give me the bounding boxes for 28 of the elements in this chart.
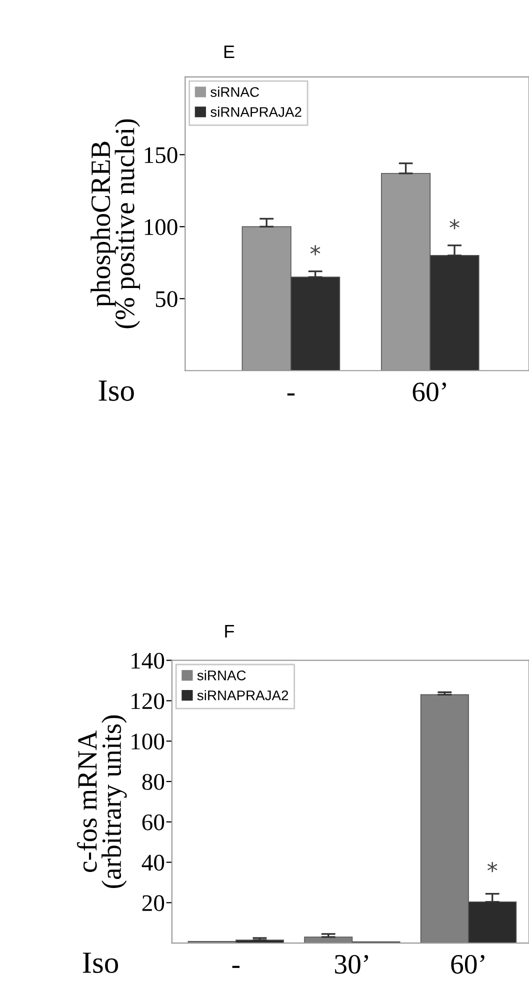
x-tick-label: 60’	[412, 382, 446, 402]
x-tick-label: 60’	[451, 954, 484, 974]
annotation: *	[310, 245, 320, 256]
y-tick-label: 80	[142, 774, 164, 790]
legend-label: siRNAPRAJA2	[210, 106, 302, 117]
y-tick-label: 100	[132, 734, 164, 750]
annotation: *	[450, 219, 460, 230]
x-tick-label: -	[287, 393, 295, 396]
y-tick-label: 100	[144, 219, 178, 236]
legend-label: siRNAC	[210, 86, 260, 97]
legend-label: siRNAPRAJA2	[197, 690, 288, 700]
y-axis-title: c-fos mRNA (arbitrary units)	[77, 715, 127, 888]
y-tick-label: 150	[144, 147, 178, 164]
legend-label: siRNAC	[197, 670, 246, 680]
x-tick-label: -	[232, 966, 240, 968]
y-axis-title: phosphoCREB (% positive nuclei)	[90, 119, 140, 328]
x-axis-title: Iso	[82, 952, 118, 974]
y-tick-label: 40	[142, 854, 164, 871]
x-tick-label: 30’	[335, 954, 368, 974]
x-axis-title: Iso	[98, 380, 134, 401]
y-tick-label: 50	[156, 291, 178, 308]
y-tick-label: 20	[142, 895, 164, 912]
y-tick-label: 140	[132, 652, 164, 669]
y-tick-label: 120	[132, 693, 164, 710]
chart-title: F	[225, 625, 234, 638]
y-tick-label: 60	[142, 814, 164, 830]
annotation: *	[487, 862, 498, 872]
chart-title: E	[224, 46, 234, 58]
